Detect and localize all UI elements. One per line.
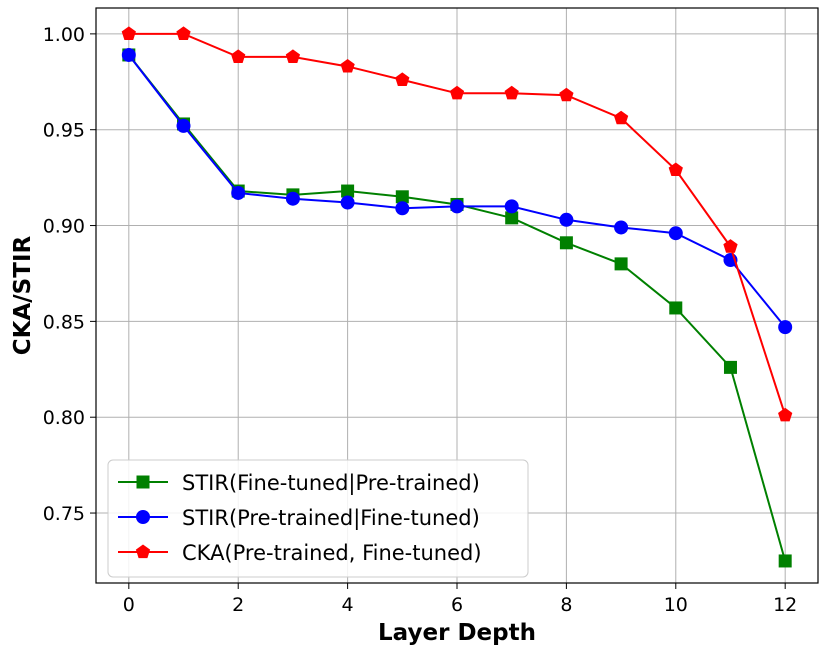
y-tick-label: 0.80 [43,407,85,429]
data-point [778,554,792,568]
x-axis-label: Layer Depth [378,620,536,646]
y-axis-ticks: 0.75 0.80 0.85 0.90 0.95 1.00 [43,24,96,525]
data-point [723,360,737,374]
legend-marker [136,475,150,489]
x-tick-label: 6 [451,594,463,616]
data-point [285,49,301,63]
legend: STIR(Fine-tuned|Pre-trained) STIR(Pre-tra… [107,459,529,578]
y-tick-label: 0.90 [43,216,85,238]
data-point [559,87,574,102]
data-point [669,301,683,315]
x-tick-label: 12 [773,594,797,616]
x-axis-ticks: 0 2 4 6 8 10 12 [123,583,797,616]
data-point [176,26,191,40]
legend-marker [135,544,151,559]
legend-label: CKA(Pre-trained, Fine-tuned) [182,541,482,565]
y-tick-label: 0.95 [43,120,85,142]
legend-box [107,459,529,578]
data-point [614,220,629,235]
data-point [614,257,628,271]
x-tick-label: 10 [664,594,688,616]
data-point [559,236,573,250]
grid [96,8,818,583]
data-point [395,190,409,204]
x-tick-label: 4 [342,594,354,616]
data-point [395,72,410,86]
data-point [668,162,683,177]
legend-label: STIR(Pre-trained|Fine-tuned) [182,506,480,531]
data-point [504,85,519,100]
legend-item: CKA(Pre-trained, Fine-tuned) [118,541,482,565]
x-tick-label: 2 [232,594,244,616]
data-point [231,185,246,200]
y-tick-label: 1.00 [43,24,85,46]
legend-item: STIR(Fine-tuned|Pre-trained) [118,471,480,496]
data-point [341,184,355,198]
y-tick-label: 0.85 [43,311,85,333]
data-point [340,195,355,210]
legend-marker [136,510,150,524]
data-point [559,212,574,227]
data-point [450,199,464,214]
legend-item: STIR(Pre-trained|Fine-tuned) [118,506,480,531]
data-point [121,26,136,40]
data-point [121,47,136,62]
x-tick-label: 0 [123,594,135,616]
data-point [449,85,465,100]
series-3 [121,26,793,422]
data-point [505,211,519,225]
data-point [504,199,519,214]
y-axis-label: CKA/STIR [10,236,36,356]
data-point [176,118,191,133]
data-point [613,110,629,125]
x-tick-label: 8 [560,594,572,616]
data-point [778,320,793,335]
data-point [340,58,355,73]
series-layer [121,26,793,568]
data-point [668,226,683,241]
data-point [395,201,410,216]
data-point [231,49,246,63]
y-tick-label: 0.75 [43,503,85,525]
data-point [778,407,793,422]
data-point [285,191,300,206]
data-point [723,239,738,253]
series-2 [121,47,793,335]
legend-label: STIR(Fine-tuned|Pre-trained) [182,471,480,496]
